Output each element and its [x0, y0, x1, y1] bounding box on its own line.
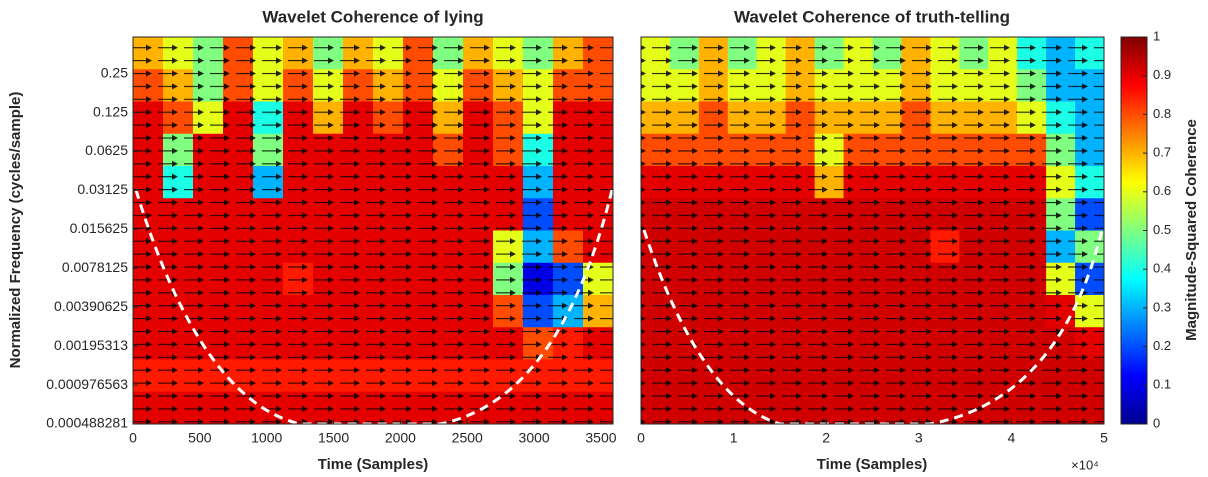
x-axis-label: Time (Samples)	[318, 456, 429, 473]
x-tick-label: 0	[129, 430, 137, 446]
colorbar	[1120, 36, 1148, 425]
x-axis-label: Time (Samples)	[817, 456, 928, 473]
x-tick-label: 2500	[452, 430, 483, 446]
axes-box	[640, 36, 1105, 425]
x-tick-label: 1000	[251, 430, 282, 446]
colorbar-tick-label: 0.9	[1153, 67, 1171, 82]
colorbar-label: Magnitude-Squared Coherence	[1183, 119, 1200, 341]
x-tick-label: 2000	[385, 430, 416, 446]
phase-arrows	[641, 37, 1104, 424]
colorbar-tick-label: 0.4	[1153, 261, 1171, 276]
y-tick-label: 0.03125	[77, 181, 128, 197]
colorbar-tick-label: 0.6	[1153, 183, 1171, 198]
y-tick-label: 0.25	[101, 64, 128, 80]
x-tick-label: 3000	[519, 430, 550, 446]
x-tick-label: 0	[637, 430, 645, 446]
x-tick-label: 4	[1008, 430, 1016, 446]
colorbar-tick-label: 0.5	[1153, 222, 1171, 237]
x-tick-label: 1500	[318, 430, 349, 446]
colorbar-tick-label: 0.3	[1153, 299, 1171, 314]
y-tick-label: 0.0078125	[62, 259, 128, 275]
colorbar-tick-label: 0.8	[1153, 106, 1171, 121]
x-tick-label: 5	[1100, 430, 1108, 446]
colorbar-tick-label: 0.2	[1153, 338, 1171, 353]
y-tick-label: 0.0625	[85, 142, 128, 158]
x-tick-label: 1	[730, 430, 738, 446]
chart-title: Wavelet Coherence of lying	[262, 7, 483, 26]
x-scale-label: ×10⁴	[1071, 457, 1099, 472]
colorbar-tick-label: 1	[1153, 28, 1160, 43]
y-tick-label: 0.015625	[70, 220, 129, 236]
cone-of-influence	[134, 189, 613, 424]
colorbar-tick-label: 0	[1153, 415, 1160, 430]
y-tick-label: 0.00390625	[54, 298, 128, 314]
y-tick-label: 0.00195313	[54, 337, 128, 353]
x-tick-label: 500	[188, 430, 212, 446]
x-tick-label: 3500	[585, 430, 616, 446]
colorbar-tick-label: 0.7	[1153, 145, 1171, 160]
y-tick-label: 0.000976563	[46, 376, 128, 392]
axes-box	[132, 36, 614, 425]
colorbar-tick-label: 0.1	[1153, 377, 1171, 392]
y-axis-label: Normalized Frequency (cycles/sample)	[7, 92, 24, 369]
y-tick-label: 0.125	[93, 103, 128, 119]
phase-arrows	[133, 37, 613, 424]
y-tick-label: 0.000488281	[46, 415, 128, 431]
x-tick-label: 3	[915, 430, 923, 446]
chart-title: Wavelet Coherence of truth-telling	[734, 7, 1010, 26]
x-tick-label: 2	[822, 430, 830, 446]
